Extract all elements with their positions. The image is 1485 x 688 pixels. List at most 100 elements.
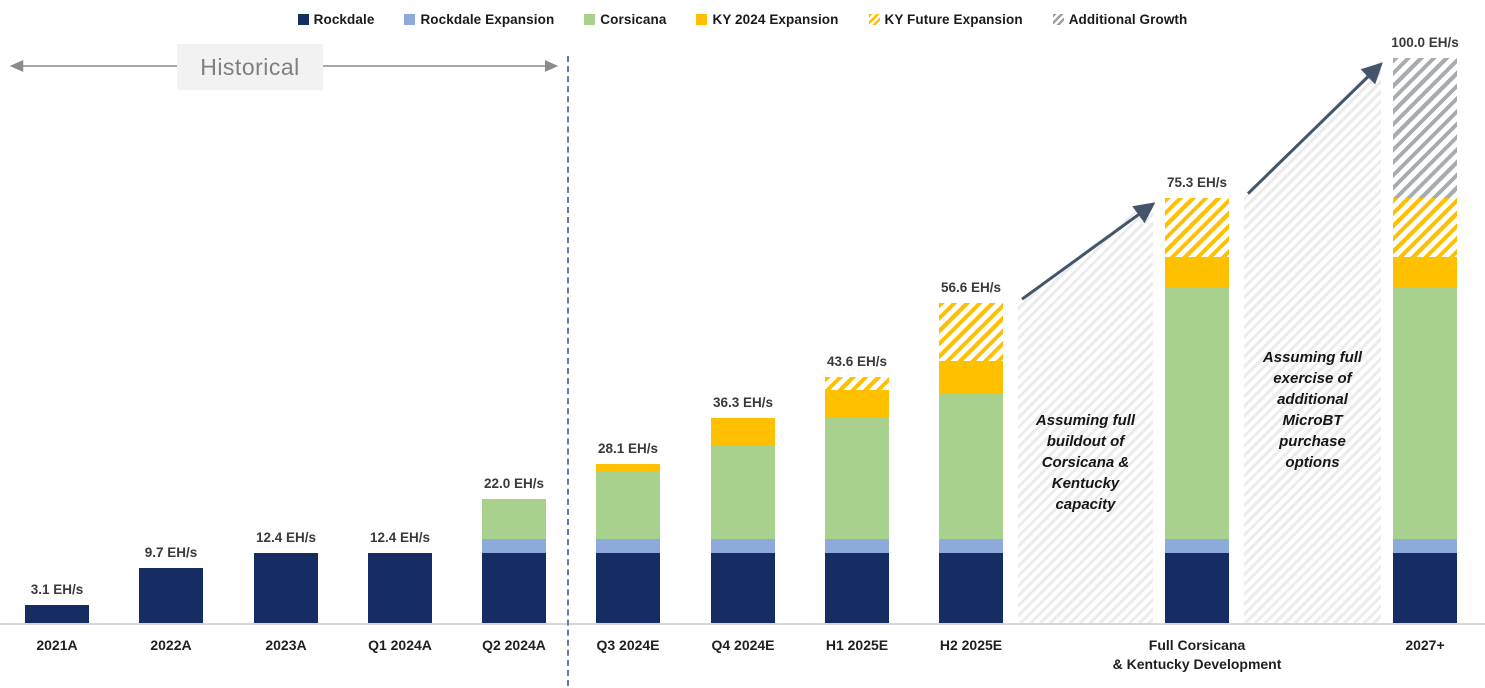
segment-rockdale (139, 568, 203, 623)
x-axis-line (0, 623, 1485, 625)
assumption-text-line: buildout of (1046, 433, 1125, 451)
category-label: 2022A (150, 637, 192, 653)
value-label: 3.1 EH/s (30, 582, 84, 598)
segment-ky-2024-expansion (596, 464, 660, 473)
category-label: Q1 2024A (368, 637, 432, 653)
additional-growth-swatch-icon (1052, 14, 1064, 25)
value-label: 12.4 EH/s (369, 529, 431, 545)
assumption-text-line: capacity (1055, 496, 1116, 514)
value-label: 36.3 EH/s (712, 394, 774, 410)
legend-label: Corsicana (600, 12, 667, 27)
bar-2023a (254, 552, 318, 623)
category-label: Q2 2024A (482, 637, 546, 653)
bar-q3-2024e (596, 464, 660, 623)
segment-corsicana (596, 472, 660, 539)
segment-rockdale-expansion (711, 538, 775, 553)
segment-corsicana (1393, 286, 1457, 539)
segment-ky-future-expansion (825, 376, 889, 390)
value-label: 75.3 EH/s (1166, 174, 1228, 190)
segment-rockdale (482, 552, 546, 623)
segment-corsicana (939, 393, 1003, 539)
segment-rockdale (711, 552, 775, 623)
legend-item-rockdale: Rockdale (297, 12, 375, 27)
segment-ky-2024-expansion (939, 361, 1003, 394)
segment-rockdale (825, 552, 889, 623)
ky-future-expansion-swatch-icon (868, 14, 880, 25)
bar-h1-2025e (825, 376, 889, 623)
segment-corsicana (711, 445, 775, 539)
segment-corsicana (1165, 286, 1229, 539)
segment-ky-future-expansion (939, 303, 1003, 362)
segment-rockdale (368, 552, 432, 623)
assumption-text-line: options (1285, 454, 1340, 472)
category-label: Full Corsicana & Kentucky Development (1112, 637, 1282, 672)
bar-full-corsicana (1165, 197, 1229, 623)
bar-q2-2024a (482, 498, 546, 623)
assumption-text-line: additional (1277, 391, 1348, 409)
segment-ky-future-expansion (1393, 198, 1457, 257)
segment-ky-2024-expansion (1165, 256, 1229, 287)
bar-2022a (139, 568, 203, 623)
category-label: 2023A (265, 637, 307, 653)
segment-corsicana (825, 418, 889, 539)
assumption-text: Assuming full buildout of Corsicana & Kentu… (1006, 410, 1166, 515)
bar-2027 (1393, 58, 1457, 623)
segment-corsicana (482, 498, 546, 539)
segment-ky-2024-expansion (825, 389, 889, 419)
segment-rockdale (596, 552, 660, 623)
legend-item-ky-2024-expansion: KY 2024 Expansion (696, 12, 838, 27)
segment-rockdale (1393, 552, 1457, 623)
segment-additional-growth (1393, 58, 1457, 199)
assumption-text-line: Assuming full (1035, 412, 1136, 430)
rockdale-expansion-swatch-icon (404, 14, 416, 25)
category-label: H2 2025E (939, 637, 1003, 653)
segment-rockdale (1165, 552, 1229, 623)
category-label: 2027+ (1405, 637, 1445, 653)
bar-q4-2024e (711, 417, 775, 623)
segment-ky-future-expansion (1165, 197, 1229, 257)
value-label: 22.0 EH/s (483, 475, 545, 491)
segment-rockdale-expansion (482, 538, 546, 553)
category-label: Q3 2024E (596, 637, 660, 653)
rockdale-swatch-icon (297, 14, 309, 25)
value-label: 43.6 EH/s (826, 353, 888, 369)
ky-2024-expansion-swatch-icon (696, 14, 708, 25)
value-label: 9.7 EH/s (144, 545, 198, 561)
segment-rockdale-expansion (825, 538, 889, 553)
legend-item-rockdale-expansion: Rockdale Expansion (404, 12, 554, 27)
legend-label: Additional Growth (1068, 12, 1188, 27)
legend-item-corsicana: Corsicana (584, 12, 666, 27)
historical-label-text: Historical (200, 53, 300, 80)
assumption-text-line: Assuming full (1262, 349, 1363, 367)
value-label: 100.0 EH/s (1391, 35, 1459, 50)
value-label: 12.4 EH/s (255, 529, 317, 545)
segment-rockdale-expansion (939, 538, 1003, 553)
legend-label: Rockdale (313, 12, 375, 27)
assumption-zone (1244, 58, 1381, 623)
assumption-text: Assuming full exercise of additional MicroB… (1233, 347, 1393, 473)
corsicana-swatch-icon (584, 14, 596, 25)
segment-rockdale-expansion (1393, 538, 1457, 553)
segment-ky-2024-expansion (711, 417, 775, 446)
segment-rockdale-expansion (596, 538, 660, 553)
category-label: 2021A (36, 637, 78, 653)
segment-rockdale (254, 552, 318, 623)
historical-label: Historical (177, 44, 323, 90)
segment-rockdale (939, 552, 1003, 623)
legend-item-ky-future-expansion: KY Future Expansion (868, 12, 1023, 27)
category-label: H1 2025E (825, 637, 889, 653)
bar-h2-2025e (939, 303, 1003, 623)
category-label: Q4 2024E (711, 637, 775, 653)
historical-divider-line (567, 56, 569, 686)
legend-item-additional-growth: Additional Growth (1052, 12, 1188, 27)
segment-rockdale (25, 605, 89, 623)
bar-2021a (25, 605, 89, 623)
legend: Rockdale Rockdale Expansion Corsicana KY 20… (0, 12, 1485, 27)
bar-q1-2024a (368, 552, 432, 623)
assumption-text-line: exercise of (1273, 370, 1352, 388)
assumption-text-line: Kentucky (1051, 475, 1120, 493)
assumption-text-line: Corsicana & (1041, 454, 1130, 472)
segment-rockdale-expansion (1165, 538, 1229, 553)
assumption-text-line: MicroBT (1282, 412, 1343, 430)
